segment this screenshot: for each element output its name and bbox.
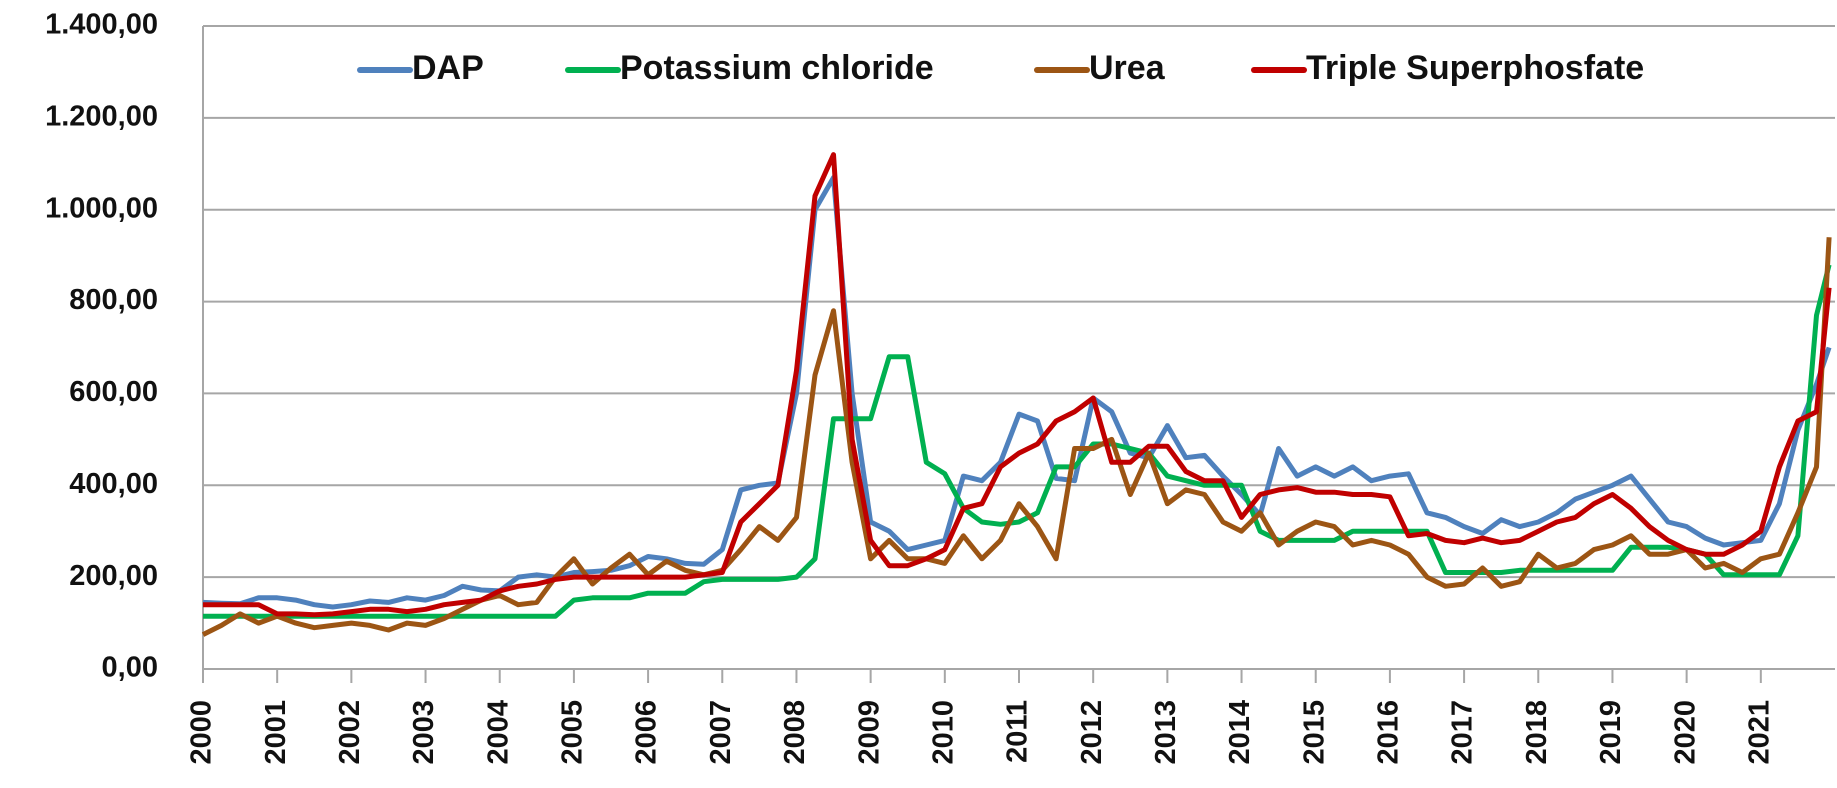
y-tick-label: 1.200,00 xyxy=(45,101,158,133)
x-tick-label: 2017 xyxy=(1447,700,1479,765)
y-tick-label: 1.000,00 xyxy=(45,192,158,224)
y-tick-label: 800,00 xyxy=(69,284,158,316)
y-tick-label: 600,00 xyxy=(69,376,158,408)
y-tick-label: 400,00 xyxy=(69,468,158,500)
x-tick-label: 2001 xyxy=(260,700,292,765)
y-tick-label: 1.400,00 xyxy=(45,9,158,41)
series-line xyxy=(203,152,1832,618)
x-tick-label: 2003 xyxy=(408,700,440,765)
x-tick-label: 2018 xyxy=(1521,700,1553,765)
x-tick-label: 2019 xyxy=(1595,700,1627,765)
x-tick-label: 2009 xyxy=(853,700,885,765)
legend-label: Potassium chloride xyxy=(620,49,934,87)
x-tick-label: 2007 xyxy=(705,700,737,765)
y-tick-label: 0,00 xyxy=(102,652,158,684)
y-tick-label: 200,00 xyxy=(69,560,158,592)
x-tick-label: 2002 xyxy=(334,700,366,765)
x-tick-label: 2011 xyxy=(1002,700,1034,763)
legend-label: Urea xyxy=(1089,49,1166,87)
x-tick-label: 2015 xyxy=(1298,700,1330,765)
x-tick-label: 2013 xyxy=(1150,700,1182,765)
x-tick-label: 2000 xyxy=(186,700,218,765)
x-tick-label: 2005 xyxy=(557,700,589,765)
x-tick-label: 2014 xyxy=(1224,700,1256,765)
x-tick-label: 2010 xyxy=(927,700,959,765)
x-tick-label: 2020 xyxy=(1669,700,1701,765)
x-tick-label: 2012 xyxy=(1076,700,1108,765)
x-tick-label: 2004 xyxy=(482,700,514,765)
series-line xyxy=(202,175,1832,610)
x-tick-label: 2006 xyxy=(631,700,663,765)
legend-label: DAP xyxy=(412,49,484,87)
series-line xyxy=(201,237,1832,637)
x-tick-label: 2008 xyxy=(779,700,811,765)
series-line xyxy=(203,264,1832,619)
legend-label: Triple Superphosfate xyxy=(1306,49,1644,87)
x-tick-label: 2021 xyxy=(1743,700,1775,765)
x-tick-label: 2016 xyxy=(1373,700,1405,765)
